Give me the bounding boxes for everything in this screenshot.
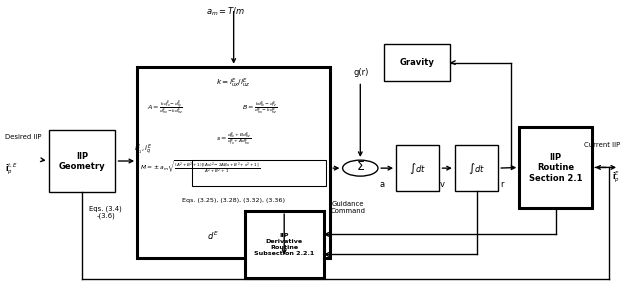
Text: $\int dt$: $\int dt$	[409, 161, 426, 176]
FancyBboxPatch shape	[245, 211, 323, 278]
Text: IIP
Geometry: IIP Geometry	[59, 151, 105, 171]
FancyBboxPatch shape	[455, 145, 498, 191]
Text: Desired IIP: Desired IIP	[4, 134, 41, 140]
Text: v: v	[439, 180, 444, 189]
Circle shape	[342, 160, 378, 176]
Text: $a_m = T/m$: $a_m = T/m$	[206, 6, 245, 18]
Text: $\int dt$: $\int dt$	[467, 161, 484, 176]
Text: Eqs. (3.4)
-(3.6): Eqs. (3.4) -(3.6)	[89, 205, 122, 219]
Text: $s = \frac{d_{hx}^E + Bd_{hz}^E}{d_{fx}^E + Ad_{hx}^E}$: $s = \frac{d_{hx}^E + Bd_{hz}^E}{d_{fx}^…	[216, 131, 251, 148]
Text: IIP
Routine
Section 2.1: IIP Routine Section 2.1	[529, 153, 582, 182]
Text: r: r	[500, 180, 503, 189]
Text: $B = \frac{kd_{fx}^E - d_{fz}^E}{d_{hx}^E - kd_{hz}^E}$: $B = \frac{kd_{fx}^E - d_{fz}^E}{d_{hx}^…	[242, 100, 277, 117]
FancyBboxPatch shape	[137, 67, 330, 258]
Text: $d^E$: $d^E$	[207, 230, 219, 242]
Text: $A = \frac{kd_{fx}^E - d_{fy}^E}{d_{hx}^E - kd_{hz}^E}$: $A = \frac{kd_{fx}^E - d_{fy}^E}{d_{hx}^…	[146, 100, 183, 117]
FancyBboxPatch shape	[49, 130, 115, 192]
Text: Eqs. (3.25), (3.28), (3.32), (3.36): Eqs. (3.25), (3.28), (3.32), (3.36)	[182, 198, 285, 203]
FancyBboxPatch shape	[192, 160, 325, 186]
Text: $\mathbf{i}_p^{t,E}$: $\mathbf{i}_p^{t,E}$	[4, 161, 18, 177]
Text: Current IIP: Current IIP	[584, 142, 620, 148]
Text: $\mathbf{i}_p^E$: $\mathbf{i}_p^E$	[612, 170, 620, 185]
FancyBboxPatch shape	[396, 145, 439, 191]
Text: IIP
Derivative
Routine
Subsection 2.2.1: IIP Derivative Routine Subsection 2.2.1	[254, 233, 314, 256]
FancyBboxPatch shape	[383, 44, 450, 81]
Text: $i_{u_1}^E, i_q^E$: $i_{u_1}^E, i_q^E$	[134, 142, 152, 157]
Text: a: a	[379, 180, 385, 189]
FancyBboxPatch shape	[519, 127, 592, 208]
Text: Guidance
Command: Guidance Command	[330, 201, 365, 214]
Text: $k = i_{ux}^E / i_{uz}^E$: $k = i_{ux}^E / i_{uz}^E$	[216, 77, 250, 90]
Text: Gravity: Gravity	[399, 58, 434, 67]
Text: $M = \pm a_m \sqrt{\frac{(A^2+B^2+1)[(As)^2-2ABs+B^2+s^2+1]}{A^2+B^2+1}}$: $M = \pm a_m \sqrt{\frac{(A^2+B^2+1)[(As…	[140, 158, 262, 175]
Text: $\Sigma$: $\Sigma$	[356, 160, 365, 173]
Text: g(r): g(r)	[353, 68, 368, 77]
